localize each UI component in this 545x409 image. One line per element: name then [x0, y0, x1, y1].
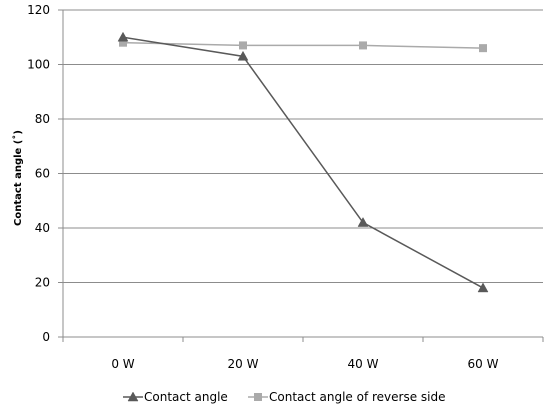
gridlines [63, 9, 543, 283]
y-tick-label: 120 [27, 3, 50, 17]
y-axis-title: Contact angle (˚) [12, 130, 24, 226]
data-point [119, 38, 127, 47]
y-tick-labels: 0 20 40 60 80 100 120 [27, 3, 50, 344]
series-line [122, 36, 484, 289]
data-point [239, 41, 247, 50]
data-point [127, 391, 139, 402]
axes [58, 9, 544, 342]
x-tick-label: 40 W [348, 357, 379, 371]
data-point [359, 41, 367, 50]
x-tick-label: 20 W [228, 357, 259, 371]
data-point [117, 31, 129, 42]
data-point [237, 50, 249, 61]
legend-item: Contact angle of reverse side [248, 390, 446, 404]
data-point [357, 217, 369, 227]
legend: Contact angle Contact angle of reverse si… [123, 390, 446, 404]
x-tick-label: 60 W [468, 357, 499, 371]
series-line [122, 41, 484, 49]
legend-label: Contact angle of reverse side [269, 390, 446, 404]
y-tick-label: 80 [35, 112, 50, 126]
series-lines [117, 31, 489, 293]
series-contact-angle [117, 31, 489, 293]
y-tick-label: 20 [35, 276, 50, 290]
legend-item: Contact angle [123, 390, 228, 404]
data-point [477, 282, 489, 293]
legend-label: Contact angle [144, 390, 228, 404]
y-tick-label: 60 [35, 167, 50, 181]
series-contact-angle-reverse-side [119, 38, 487, 53]
data-point [479, 44, 487, 53]
y-tick-label: 100 [27, 58, 50, 72]
x-tick-label: 0 W [111, 357, 134, 371]
y-tick-label: 40 [35, 221, 50, 235]
x-tick-labels: 0 W 20 W 40 W 60 W [111, 357, 498, 371]
data-point [254, 393, 262, 401]
y-tick-label: 0 [42, 330, 50, 344]
